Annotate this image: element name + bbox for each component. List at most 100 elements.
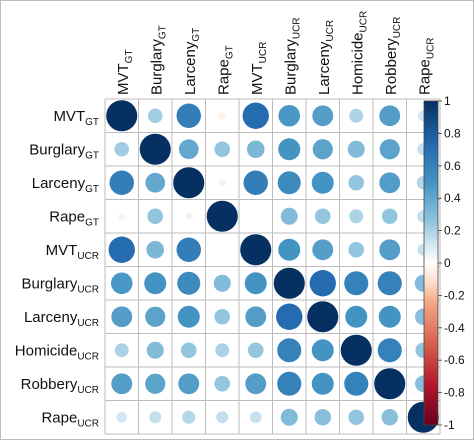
corr-circle-2-7 — [348, 174, 365, 191]
corr-circle-8-4 — [245, 373, 267, 395]
corr-circle-3-1 — [147, 208, 164, 225]
corr-circle-5-2 — [177, 271, 201, 295]
corr-circle-8-1 — [145, 373, 166, 394]
corr-circle-9-5 — [280, 408, 298, 426]
corr-circle-3-8 — [381, 208, 398, 225]
corr-circle-4-8 — [379, 239, 401, 261]
corr-circle-2-1 — [145, 172, 166, 193]
corr-circle-8-5 — [277, 371, 302, 396]
column-label: LarcenyUCR — [316, 20, 336, 95]
corr-circle-9-2 — [182, 410, 196, 424]
corr-circle-8-3 — [214, 375, 231, 392]
row-label: BurglaryGT — [29, 141, 99, 161]
colorbar-gradient — [423, 100, 439, 426]
corr-circle-6-4 — [245, 306, 267, 328]
corr-circle-0-8 — [379, 105, 401, 127]
column-label: RobberyUCR — [383, 17, 403, 95]
corr-circle-0-7 — [349, 108, 364, 123]
corr-circle-4-2 — [176, 237, 201, 262]
corr-circle-2-2 — [173, 167, 205, 199]
corr-circle-5-1 — [144, 272, 167, 295]
corr-circle-3-5 — [280, 207, 298, 225]
corr-circle-8-7 — [344, 371, 369, 396]
corr-circle-7-4 — [247, 342, 264, 359]
column-label: BurglaryGT — [148, 25, 168, 95]
row-label: RobberyUCR — [21, 376, 99, 396]
corr-circle-5-6 — [309, 270, 336, 297]
corr-circle-0-1 — [147, 108, 163, 124]
corr-circle-4-0 — [108, 236, 135, 263]
corr-circle-7-8 — [377, 338, 402, 363]
corr-circle-6-8 — [378, 305, 401, 328]
row-label: LarcenyUCR — [24, 309, 99, 329]
corr-circle-0-2 — [176, 103, 201, 128]
corr-circle-8-0 — [111, 373, 133, 395]
corr-circle-0-5 — [278, 104, 301, 127]
corr-circle-4-6 — [312, 239, 334, 261]
corr-circle-9-7 — [348, 409, 365, 426]
corr-circle-3-7 — [349, 209, 364, 224]
corr-circle-9-6 — [314, 409, 331, 426]
corr-circle-4-5 — [278, 238, 301, 261]
corr-circle-6-6 — [307, 301, 339, 333]
corr-circle-0-6 — [312, 105, 334, 127]
column-label: BurglaryUCR — [282, 17, 302, 95]
corr-circle-7-2 — [180, 342, 197, 359]
row-label: MVTUCR — [46, 242, 99, 262]
column-label: LarcenyGT — [182, 28, 202, 95]
corr-circle-1-8 — [379, 139, 400, 160]
row-label: RapeGT — [49, 208, 99, 228]
corr-circle-2-3 — [218, 179, 226, 187]
corr-circle-6-1 — [145, 306, 166, 327]
colorbar-tick-label: 0.4 — [444, 191, 461, 205]
corr-circle-7-1 — [146, 341, 164, 359]
column-labels: MVTGT BurglaryGT LarcenyGT RapeGT MVTUCR Burg… — [115, 11, 437, 95]
row-label: BurglaryUCR — [21, 275, 99, 295]
colorbar-tick-label: 0.8 — [444, 126, 461, 140]
corr-circle-9-4 — [249, 411, 262, 424]
corr-circle-1-5 — [278, 138, 301, 161]
corr-circle-2-5 — [277, 171, 301, 195]
row-label: MVTGT — [53, 108, 99, 128]
corr-circle-5-8 — [377, 271, 402, 296]
colorbar-tick-label: 0 — [444, 256, 451, 270]
corr-circle-7-6 — [311, 339, 334, 362]
corr-circle-9-3 — [216, 411, 229, 424]
corr-circle-6-2 — [177, 305, 200, 328]
corr-circle-7-7 — [340, 334, 372, 366]
corr-circle-2-8 — [379, 172, 401, 194]
colorbar-tick-label: 1 — [444, 94, 451, 108]
corr-circle-3-6 — [314, 208, 331, 225]
corr-circle-6-3 — [214, 308, 231, 325]
corr-circle-4-7 — [348, 241, 365, 258]
corr-circle-6-0 — [111, 306, 133, 328]
row-label: RapeUCR — [41, 409, 99, 429]
corr-circle-0-3 — [218, 112, 226, 120]
corr-circle-1-0 — [114, 141, 130, 157]
corr-circle-3-2 — [185, 212, 193, 220]
corr-circle-0-0 — [106, 100, 138, 132]
corr-circle-1-7 — [347, 140, 365, 158]
corr-circle-5-7 — [344, 271, 369, 296]
colorbar-tick-label: -1 — [444, 418, 455, 432]
corr-circle-2-4 — [243, 170, 268, 195]
corr-circle-7-5 — [277, 338, 302, 363]
column-label: MVTUCR — [249, 42, 269, 95]
corr-circle-2-0 — [109, 170, 134, 195]
corr-circle-3-0 — [118, 212, 126, 220]
corr-circle-1-6 — [312, 139, 333, 160]
corr-circle-7-0 — [114, 343, 129, 358]
corr-circle-5-0 — [110, 272, 133, 295]
column-label: RapeGT — [215, 45, 235, 95]
column-label: RapeUCR — [416, 37, 436, 95]
corr-circle-8-6 — [311, 372, 334, 395]
corr-circle-0-4 — [242, 102, 269, 129]
colorbar-tick-label: -0.4 — [444, 321, 465, 335]
corr-circle-5-5 — [273, 267, 305, 299]
corr-circle-7-3 — [215, 343, 230, 358]
colorbar-tick-label: -0.8 — [444, 386, 465, 400]
corr-circle-6-5 — [276, 303, 303, 330]
colorbar-tick-label: 0.6 — [444, 159, 461, 173]
corr-circle-1-1 — [139, 133, 171, 165]
colorbar: -1 -0.8 -0.6 -0.4 -0.2 0 0.2 0.4 0.6 0.8 1 — [423, 94, 465, 432]
